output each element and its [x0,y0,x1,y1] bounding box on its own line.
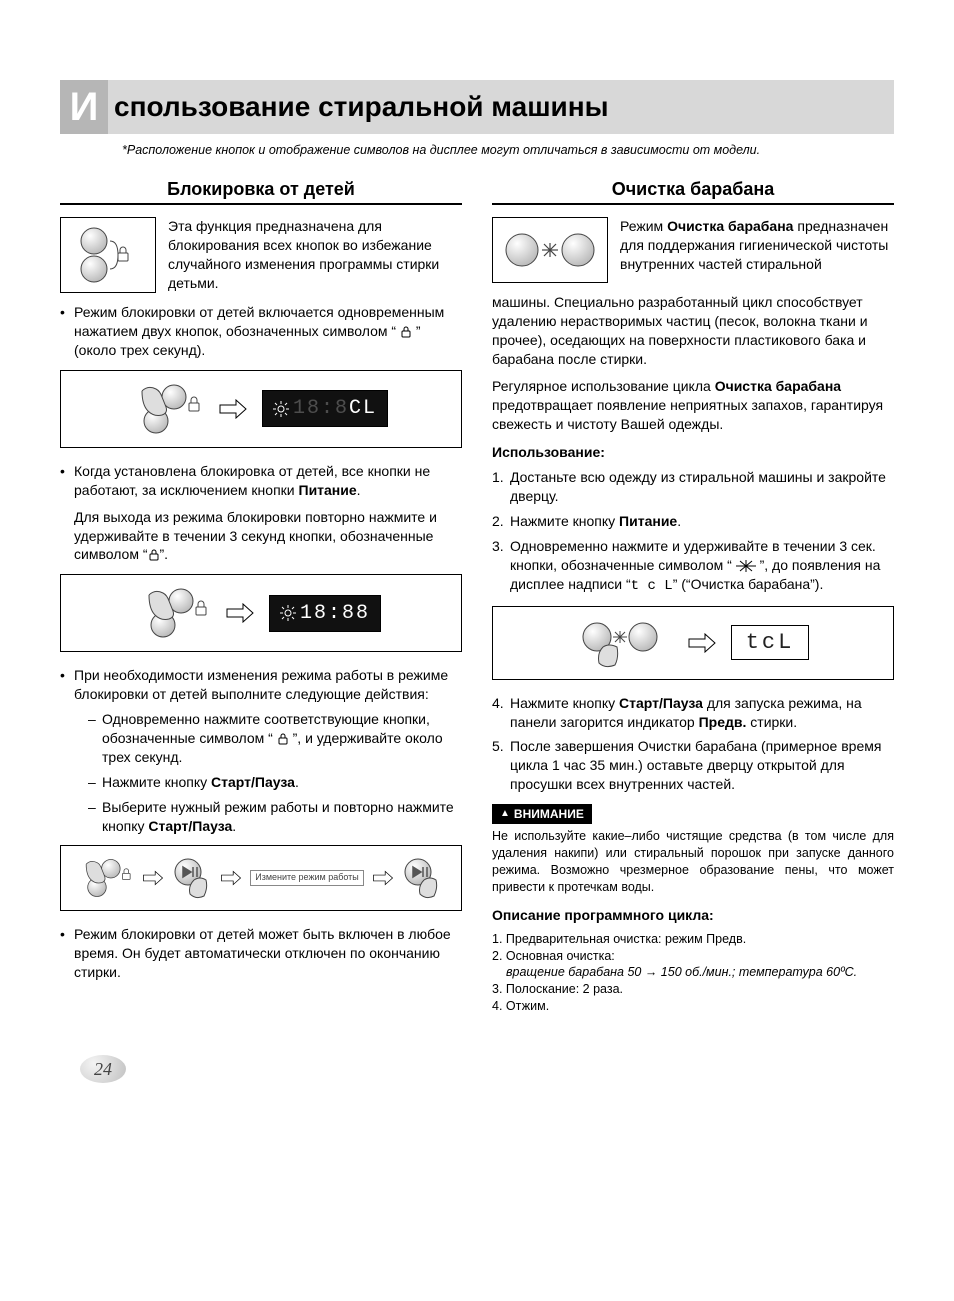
dash-2: Нажмите кнопку Старт/Пауза. [88,773,462,792]
cycle-4: 4. Отжим. [492,998,894,1015]
lock-icon [277,733,289,745]
usage-heading: Использование: [492,443,894,462]
arrow-right-icon [218,399,248,419]
cycle-3: 3. Полоскание: 2 раза. [492,981,894,998]
arrow-right-icon [372,870,394,886]
press-play-pause-icon [172,856,212,900]
lock-icon [148,549,160,561]
divider [492,203,894,205]
display-tcl: tcL [731,625,810,661]
lock-icon [400,326,412,338]
hand-press-two-knobs-icon [134,381,204,437]
child-lock-heading: Блокировка от детей [60,177,462,201]
arrow-right-icon [687,633,717,653]
display-cl: 18:8CL [262,390,388,427]
warning-block: ВНИМАНИЕ [492,804,894,824]
page-number: 24 [60,1055,894,1083]
bullet-locked-state: Когда установлена блокировка от детей, в… [60,462,462,500]
drum-clean-intro3: Регулярное использование цикла Очистка б… [492,377,894,434]
bullet-activate: Режим блокировки от детей включается одн… [60,303,462,360]
hand-press-two-knobs-star-icon [577,617,673,669]
usage-step-1: Достаньте всю одежду из стиральной машин… [492,468,894,506]
usage-step-4: Нажмите кнопку Старт/Пауза для запуска р… [492,694,894,732]
drum-clean-heading: Очистка барабана [492,177,894,201]
arrow-right-icon [142,870,164,886]
sun-icon [280,605,296,621]
right-column: Очистка барабана Режим Очистка барабана … [492,177,894,1015]
cycle-1: 1. Предварительная очистка: режим Предв. [492,931,894,948]
child-lock-intro: Эта функция предназначена для блокирован… [60,217,462,293]
drum-clean-intro-text: Режим Очистка барабана предназначен для … [620,217,894,274]
cycle-2: 2. Основная очистка: [492,948,894,965]
cycle-2b: вращение барабана 50 → 150 об./мин.; тем… [492,964,894,981]
sun-icon [273,401,289,417]
two-knob-star-icon [492,217,608,283]
press-play-pause-icon [402,856,442,900]
divider [60,203,462,205]
arrow-right-icon [220,870,242,886]
bullet-auto-off: Режим блокировки от детей может быть вкл… [60,925,462,982]
warning-badge: ВНИМАНИЕ [492,804,592,824]
diagram-activate: 18:8CL [60,370,462,448]
arrow-right-icon [225,603,255,623]
star-icon [736,560,756,572]
child-lock-intro-text: Эта функция предназначена для блокирован… [168,217,462,293]
drum-clean-intro: Режим Очистка барабана предназначен для … [492,217,894,283]
warning-text: Не используйте какие–либо чистящие средс… [492,828,894,896]
cycle-heading: Описание программного цикла: [492,906,894,925]
display-1888: 18:88 [269,595,381,632]
hand-press-two-knobs-icon [80,854,134,902]
title-rest: спользование стиральной машины [108,80,894,134]
diagram-change-mode: Измените режим работы [60,845,462,911]
title-initial: И [60,80,108,134]
usage-step-3: Одновременно нажмите и удерживайте в теч… [492,537,894,596]
subtitle-note: *Расположение кнопок и отображение симво… [122,142,894,159]
dash-1: Одновременно нажмите соответствующие кно… [88,710,462,767]
bullet-change-mode: При необходимости изменения режима работ… [60,666,462,835]
diagram-tcl: tcL [492,606,894,680]
two-knob-lock-icon [60,217,156,293]
dash-3: Выберите нужный режим работы и повторно … [88,798,462,836]
exit-lock-text: Для выхода из режима блокировки повторно… [60,508,462,565]
diagram-deactivate: 18:88 [60,574,462,652]
hand-press-two-knobs-icon [141,585,211,641]
page-title-bar: И спользование стиральной машины [60,80,894,134]
mode-change-label: Измените режим работы [250,870,364,886]
left-column: Блокировка от детей Эта функция предназн… [60,177,462,1015]
usage-step-5: После завершения Очистки барабана (приме… [492,737,894,794]
content-columns: Блокировка от детей Эта функция предназн… [60,177,894,1015]
usage-step-2: Нажмите кнопку Питание. [492,512,894,531]
drum-clean-intro2: машины. Специально разработанный цикл сп… [492,293,894,369]
